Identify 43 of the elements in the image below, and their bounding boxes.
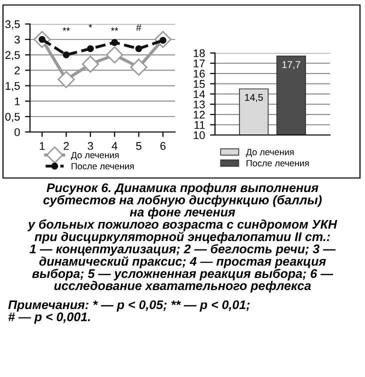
y-tick-label: 2 xyxy=(14,66,20,74)
y-tick-label: 18 xyxy=(194,49,205,58)
y-tick-label: 1 xyxy=(14,98,20,106)
y-tick-label: 0,5 xyxy=(5,112,20,122)
data-label: 14,5 xyxy=(245,94,263,102)
annotation: # xyxy=(136,24,142,31)
point xyxy=(82,56,99,73)
annotation: ** xyxy=(110,27,118,31)
x-tick-label: 4 xyxy=(112,142,118,150)
legend-label: После лечения xyxy=(72,163,134,170)
y-tick-label: 14 xyxy=(194,90,205,98)
x-tick-label: 6 xyxy=(160,142,166,150)
point xyxy=(135,45,142,52)
point xyxy=(62,51,70,58)
legend-label: После лечения xyxy=(246,160,309,166)
annotation: * xyxy=(88,24,92,28)
y-tick-label: 16 xyxy=(194,70,205,78)
x-tick-label: 2 xyxy=(64,142,69,150)
point xyxy=(130,58,148,76)
point xyxy=(106,46,124,64)
annotation: ** xyxy=(62,27,70,31)
legend-label: До лечения xyxy=(70,152,119,160)
y-tick-label: 3 xyxy=(14,36,20,44)
x-tick-label: 5 xyxy=(136,142,142,150)
y-tick-label: 11 xyxy=(194,121,205,129)
point xyxy=(86,45,94,52)
text: Рисунок 6. Динамика профиля выполнения субтестов на лобную дисфункцию (баллы) на фоне лечения у больных пожилого возраста с синдромом УКН при дисциркуляторной энцефалопатии II ст.: 1 — концептуализация; 2 — беглость речи; 3 — динамический праксис; 4 — простая реакция выбора; 5 — усложненная реакция выбора; 6 — исследование хватательного рефлекса xyxy=(28,183,338,293)
legend-label: До лечения xyxy=(246,148,294,157)
data-label: 17,7 xyxy=(282,61,300,70)
y-tick-label: 3,5 xyxy=(5,20,20,30)
y-tick-label: 12 xyxy=(194,110,205,119)
point xyxy=(111,39,118,46)
y-tick-label: 10 xyxy=(194,131,205,140)
text: Примечания: * — p < 0,05; ** — p < 0,01; # — p < 0,001. xyxy=(8,300,250,324)
y-tick-label: 0 xyxy=(14,128,20,136)
point xyxy=(58,70,75,88)
y-tick-label: 15 xyxy=(194,80,205,88)
y-tick-label: 2,5 xyxy=(5,51,20,60)
y-tick-label: 1,5 xyxy=(6,82,20,92)
x-tick-label: 3 xyxy=(88,142,94,150)
y-tick-label: 17 xyxy=(194,60,205,68)
x-tick-label: 1 xyxy=(40,142,45,150)
y-tick-label: 13 xyxy=(194,100,205,108)
